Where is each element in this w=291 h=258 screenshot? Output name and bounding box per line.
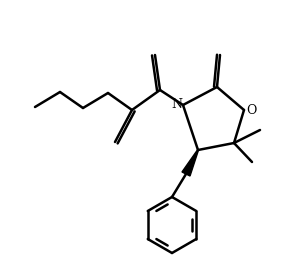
- Polygon shape: [182, 150, 198, 176]
- Text: O: O: [246, 103, 256, 117]
- Text: N: N: [171, 99, 182, 111]
